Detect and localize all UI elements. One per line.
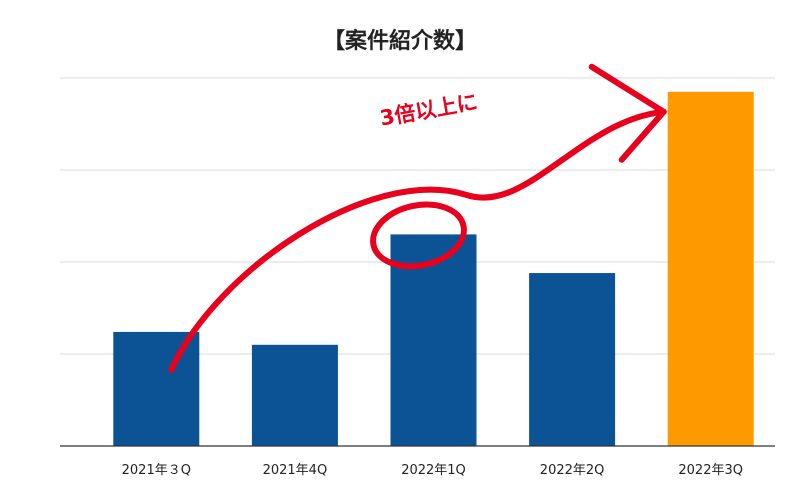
growth-arrow [168,108,667,373]
annotation-label: 3倍以上に [378,90,479,131]
bar-0 [113,331,200,446]
x-tick-label-1: 2021年4Q [263,463,328,478]
x-tick-label-4: 2022年3Q [678,463,743,478]
highlight-circle [370,201,467,270]
chart-title: 【案件紹介数】 [323,28,477,54]
bar-1 [251,344,338,446]
bar-2 [390,234,477,446]
x-tick-label-0: 2021年３Q [122,463,191,478]
arrow-head [588,63,667,163]
bars [113,91,754,447]
x-tick-label-2: 2022年1Q [401,463,466,478]
x-tick-label-3: 2022年2Q [540,463,605,478]
bar-3 [529,273,616,446]
bar-4 [667,91,754,447]
x-tick-labels: 2021年３Q 2021年4Q 2022年1Q 2022年2Q 2022年3Q [122,463,743,478]
